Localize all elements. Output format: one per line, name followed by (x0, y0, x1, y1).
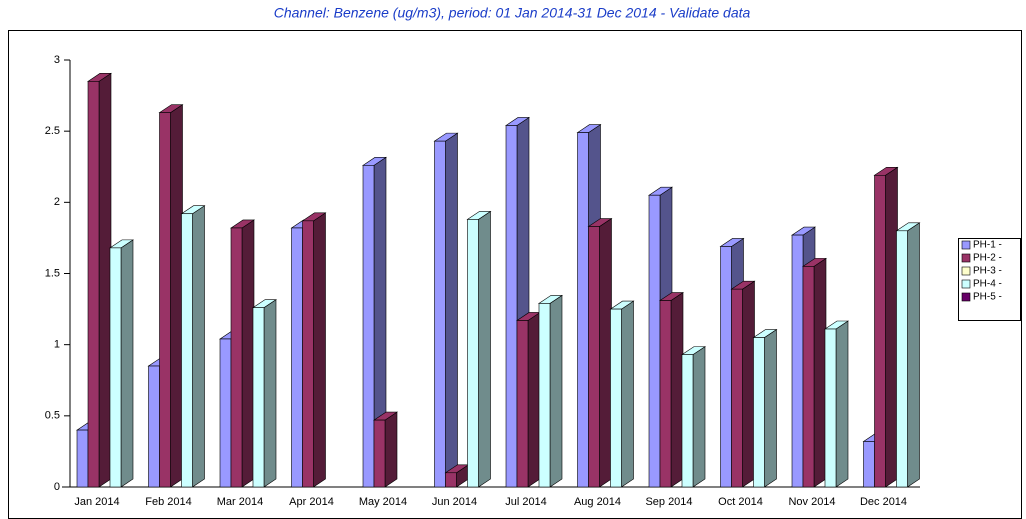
bar-side (742, 280, 755, 488)
bar (753, 337, 765, 488)
bar (874, 174, 886, 488)
bar-side (549, 294, 563, 488)
legend-swatch (961, 266, 971, 276)
legend-swatch (961, 240, 971, 250)
bar (720, 246, 732, 488)
bar-side (98, 72, 112, 488)
bar (610, 308, 622, 488)
bar (252, 307, 265, 488)
bar (824, 328, 837, 488)
bar-side (241, 219, 255, 488)
bar (802, 266, 815, 488)
bar-side (384, 411, 398, 488)
bar-side (835, 320, 849, 488)
bar (731, 288, 743, 488)
x-tick-label: Jan 2014 (74, 496, 119, 508)
bar (434, 140, 446, 488)
y-tick-label: 0 (54, 481, 60, 493)
bar (302, 220, 314, 488)
bar-side (478, 210, 491, 488)
bar (863, 441, 875, 488)
bar (159, 112, 171, 488)
legend-label: PH-1 - (973, 240, 1002, 251)
bar-side (170, 104, 183, 488)
legend-swatch (961, 253, 971, 263)
x-tick-label: Jul 2014 (505, 496, 547, 508)
legend-swatch (961, 292, 971, 302)
y-tick-label: 2.5 (45, 125, 60, 137)
bar-side (621, 300, 634, 488)
x-tick-label: Dec 2014 (860, 496, 907, 508)
y-tick-label: 0.5 (45, 410, 60, 422)
bar (291, 227, 303, 488)
legend-label: PH-5 - (973, 292, 1002, 303)
bar-side (313, 212, 326, 488)
bar-side (263, 299, 277, 488)
bar (516, 320, 529, 488)
x-tick-label: Apr 2014 (289, 496, 334, 508)
bar (109, 247, 122, 488)
bar-side (527, 311, 541, 488)
bar (181, 213, 193, 488)
bar-side (192, 205, 205, 488)
y-tick-label: 2 (54, 196, 60, 208)
bar (148, 365, 160, 488)
bar-side (670, 291, 684, 488)
bar (896, 230, 908, 488)
x-tick-label: Jun 2014 (432, 496, 477, 508)
legend-swatch (961, 279, 971, 289)
x-tick-label: Oct 2014 (718, 496, 763, 508)
x-tick-label: Nov 2014 (788, 496, 835, 508)
bar (505, 125, 518, 488)
bar-side (764, 328, 777, 488)
bar (681, 354, 694, 488)
bar (659, 300, 672, 488)
bar (577, 132, 589, 488)
bar (362, 165, 375, 488)
legend-label: PH-4 - (973, 279, 1002, 290)
bar (373, 419, 386, 488)
bar (76, 429, 89, 488)
bar-side (120, 239, 134, 488)
bar (230, 227, 243, 488)
x-tick-label: May 2014 (359, 496, 407, 508)
bar (791, 234, 804, 488)
bar (445, 472, 457, 488)
bar-side (599, 217, 612, 488)
y-tick-label: 3 (54, 54, 60, 66)
bar-side (813, 257, 827, 488)
legend-label: PH-3 - (973, 266, 1002, 277)
chart-title: Channel: Benzene (ug/m3), period: 01 Jan… (274, 5, 751, 21)
bar (219, 338, 232, 488)
bar-side (692, 346, 706, 488)
x-tick-label: Mar 2014 (217, 496, 263, 508)
bar (467, 219, 479, 488)
bar (648, 194, 661, 488)
bar-side (907, 222, 920, 488)
legend-box (958, 238, 1021, 321)
legend-label: PH-2 - (973, 253, 1002, 264)
x-tick-label: Aug 2014 (574, 496, 621, 508)
y-tick-label: 1 (54, 339, 60, 351)
bar-side (885, 166, 898, 488)
x-tick-label: Feb 2014 (145, 496, 191, 508)
x-tick-label: Sep 2014 (645, 496, 692, 508)
bar (588, 226, 600, 488)
bar (538, 303, 551, 488)
y-tick-label: 1.5 (45, 267, 60, 279)
bar-side (445, 132, 458, 488)
bar (87, 81, 100, 488)
